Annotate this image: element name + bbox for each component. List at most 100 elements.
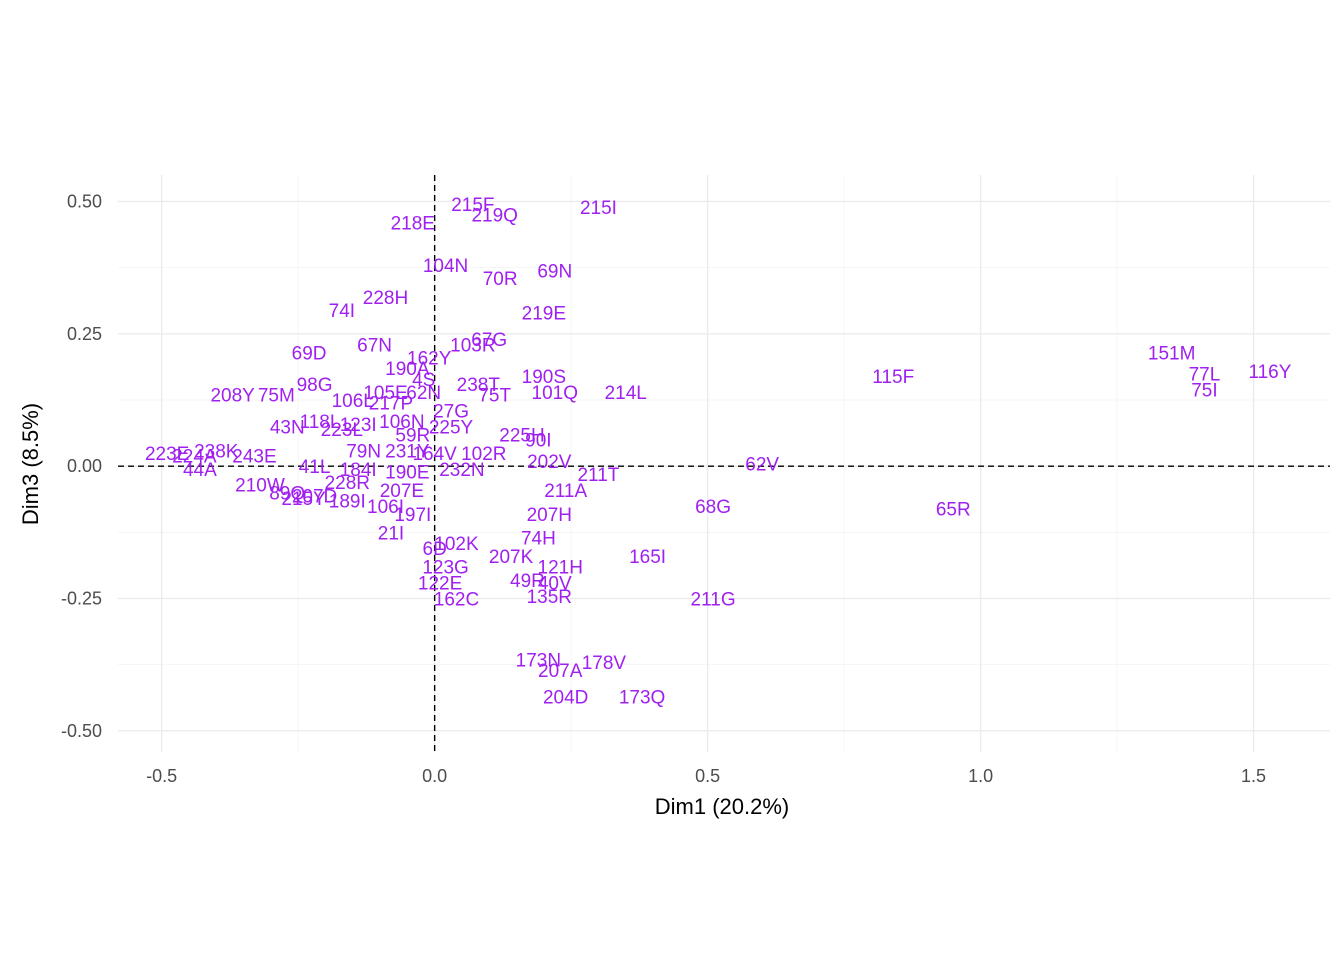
point-label: 232N	[439, 460, 484, 481]
point-label: 67N	[357, 335, 392, 356]
point-label: 202V	[527, 452, 572, 473]
point-label: 75M	[258, 386, 295, 407]
point-label: 135R	[527, 587, 572, 608]
point-label: 75I	[1191, 380, 1217, 401]
point-label: 43N	[270, 417, 305, 438]
x-axis-ticks: -0.5 0.0 0.5 1.0 1.5	[146, 766, 1266, 786]
point-label: 207E	[380, 481, 424, 502]
point-label: 225Y	[429, 417, 474, 438]
y-tick-label: -0.25	[61, 588, 102, 608]
point-label: 223L	[321, 420, 363, 441]
point-label: 211T	[577, 465, 619, 486]
point-label: 162C	[434, 589, 479, 610]
point-label: 62N	[406, 383, 441, 404]
point-label: 190E	[385, 462, 429, 483]
point-label: 243E	[232, 447, 276, 468]
point-label: 122E	[418, 574, 462, 595]
point-label: 207A	[538, 661, 583, 682]
point-label: 67G	[471, 330, 507, 351]
x-axis-title: Dim1 (20.2%)	[655, 794, 789, 819]
point-label: 103R	[450, 335, 495, 356]
point-label: 118L	[300, 412, 341, 433]
point-label: 89Q	[269, 484, 305, 505]
point-label: 106I	[367, 497, 404, 518]
point-label: 224A	[172, 447, 217, 468]
point-label: 214L	[605, 383, 647, 404]
point-label: 75T	[478, 386, 511, 407]
point-label: 69N	[537, 261, 572, 282]
point-label: 68G	[695, 497, 731, 518]
point-label: 21I	[378, 523, 404, 544]
point-label: 197I	[394, 505, 431, 526]
point-label: 164V	[412, 444, 457, 465]
y-axis-title: Dim3 (8.5%)	[18, 403, 43, 525]
point-label: 65R	[936, 499, 971, 520]
y-tick-label: -0.50	[61, 721, 102, 741]
point-label: 116Y	[1248, 362, 1291, 383]
y-tick-label: 0.00	[67, 456, 102, 476]
point-label: 217P	[369, 394, 413, 415]
y-tick-label: 0.25	[67, 324, 102, 344]
point-label: 225H	[499, 425, 544, 446]
point-label: 215I	[580, 198, 617, 219]
point-label: 121H	[538, 558, 583, 579]
point-label: 79N	[346, 441, 381, 462]
point-label: 173Q	[619, 687, 665, 708]
point-label: 204D	[543, 687, 588, 708]
point-label: 4S	[412, 370, 435, 391]
point-label: 162Y	[407, 349, 452, 370]
point-label: 228R	[325, 473, 370, 494]
point-label: 106L	[332, 391, 374, 412]
point-label: 207K	[489, 547, 534, 568]
point-label: 69D	[292, 343, 327, 364]
point-label: 228H	[363, 288, 408, 309]
point-label: 151M	[1148, 343, 1196, 364]
point-label: 44A	[183, 460, 217, 481]
point-label: 178V	[582, 653, 627, 674]
point-label: 215Y	[281, 489, 326, 510]
x-tick-label: 1.0	[968, 766, 993, 786]
point-label: 184I	[340, 460, 377, 481]
point-label: 231Y	[385, 441, 430, 462]
point-label: 190S	[522, 367, 566, 388]
point-label: 190A	[385, 359, 430, 380]
x-tick-label: 0.5	[695, 766, 720, 786]
grid	[118, 175, 1330, 752]
point-label: 101Q	[532, 383, 578, 404]
point-label: 6D	[423, 539, 447, 560]
point-label: 102K	[434, 534, 479, 555]
point-label: 207D	[292, 486, 337, 507]
x-tick-label: 0.0	[422, 766, 447, 786]
point-label: 74H	[521, 529, 556, 550]
point-label: 210W	[235, 476, 285, 497]
point-label: 207H	[527, 505, 572, 526]
point-label: 102R	[461, 444, 506, 465]
point-label: 238T	[457, 375, 501, 396]
x-tick-label: -0.5	[146, 766, 177, 786]
point-label: 218E	[391, 214, 435, 235]
point-label: 208Y	[210, 386, 255, 407]
point-label: 123I	[340, 415, 377, 436]
point-label: 189I	[329, 492, 366, 513]
point-label: 98G	[297, 375, 333, 396]
point-label: 215F	[451, 195, 494, 216]
point-label: 62V	[745, 455, 779, 476]
point-label: 27G	[433, 402, 469, 423]
point-label: 211A	[544, 481, 587, 502]
point-label: 104N	[423, 256, 468, 277]
y-axis-ticks: -0.50 -0.25 0.00 0.25 0.50	[61, 191, 102, 740]
point-label: 74I	[329, 301, 355, 322]
point-label: 115F	[872, 367, 914, 388]
reference-lines	[118, 175, 1330, 752]
point-label: 123G	[422, 558, 468, 579]
x-tick-label: 1.5	[1241, 766, 1266, 786]
point-label: 59R	[395, 425, 430, 446]
point-label: 211G	[691, 589, 736, 610]
point-label: 40V	[538, 574, 572, 595]
point-label: 70R	[483, 269, 518, 290]
point-label: 165I	[629, 547, 666, 568]
point-label: 49R	[510, 571, 545, 592]
point-label: 223E	[145, 444, 189, 465]
